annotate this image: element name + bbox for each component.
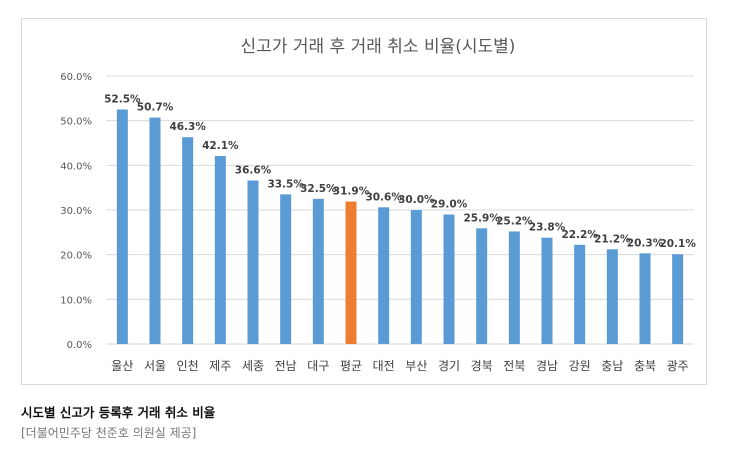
bar (116, 109, 128, 344)
y-tick-label: 10.0% (60, 295, 92, 306)
bar (280, 194, 292, 344)
y-tick-label: 0.0% (67, 340, 92, 351)
bar (312, 198, 324, 344)
x-tick-label: 부산 (405, 359, 427, 373)
y-tick-label: 30.0% (60, 206, 92, 217)
x-tick-label: 충북 (634, 359, 656, 373)
bar (476, 228, 488, 344)
y-tick-label: 60.0% (60, 72, 92, 83)
value-label: 30.6% (365, 191, 402, 203)
x-tick-label: 전남 (275, 359, 297, 373)
value-label: 30.0% (398, 194, 435, 206)
y-tick-label: 40.0% (60, 161, 92, 172)
value-label: 29.0% (431, 198, 468, 210)
bar (345, 201, 357, 344)
bar (247, 180, 259, 344)
value-label: 25.2% (496, 215, 533, 227)
bar (639, 253, 651, 344)
bar (541, 237, 553, 344)
bar (443, 214, 455, 344)
bar (182, 137, 194, 344)
bar (214, 155, 226, 344)
value-label: 46.3% (169, 121, 206, 133)
bar (672, 254, 684, 344)
bar (378, 207, 390, 344)
bar (574, 244, 586, 344)
bar (149, 117, 161, 344)
x-tick-label: 전북 (503, 359, 525, 373)
x-tick-label: 경북 (471, 359, 493, 373)
caption-title: 시도별 신고가 등록후 거래 취소 비율 (21, 405, 216, 420)
value-label: 36.6% (235, 165, 272, 177)
value-label: 22.2% (561, 229, 598, 241)
value-label: 42.1% (202, 140, 239, 152)
chart-frame: 신고가 거래 후 거래 취소 비율(시도별) 0.0% 10.0% 20.0% 30.… (21, 18, 707, 385)
value-label: 31.9% (333, 186, 370, 198)
chart-title: 신고가 거래 후 거래 취소 비율(시도별) (241, 37, 516, 57)
grid-lines (106, 75, 694, 345)
y-axis-ticks: 0.0% 10.0% 20.0% 30.0% 40.0% 50.0% 60.0% (60, 72, 92, 351)
x-tick-label: 충남 (601, 359, 623, 373)
x-axis-labels: 울산 서울 인천 제주 세종 전남 대구 평균 대전 부산 경기 경북 전북 경남 강원 충남 충북 광주 (111, 358, 688, 373)
x-tick-label: 강원 (569, 359, 591, 373)
value-label: 20.1% (659, 238, 696, 250)
bar-chart: 신고가 거래 후 거래 취소 비율(시도별) 0.0% 10.0% 20.0% 30.… (60, 37, 696, 373)
value-label: 25.9% (463, 212, 500, 224)
caption-source: [더불어민주당 천준호 의원실 제공] (21, 426, 197, 440)
bar (410, 210, 422, 344)
bars (116, 109, 684, 344)
value-label: 50.7% (137, 102, 174, 114)
value-label: 32.5% (300, 183, 337, 195)
value-labels: 52.5%50.7% 46.3% 42.1% 36.6%33.5%32.5%31.9%… (104, 94, 696, 251)
y-tick-label: 50.0% (60, 117, 92, 128)
value-label: 33.5% (267, 178, 304, 190)
value-label: 23.8% (529, 222, 566, 234)
x-tick-label: 경남 (536, 359, 558, 373)
x-tick-label: 대구 (307, 359, 329, 373)
x-tick-label: 대전 (373, 359, 395, 373)
x-tick-label: 경기 (438, 359, 460, 373)
value-label: 21.2% (594, 233, 631, 245)
x-tick-label: 울산 (111, 359, 133, 373)
x-tick-label: 광주 (667, 359, 689, 373)
bar (508, 231, 520, 344)
bar (606, 249, 618, 344)
value-label: 20.3% (627, 237, 664, 249)
value-label: 52.5% (104, 94, 141, 106)
x-tick-label: 세종 (242, 359, 264, 373)
x-tick-label: 평균 (340, 359, 362, 373)
x-tick-label: 인천 (177, 358, 199, 373)
x-tick-label: 서울 (144, 359, 166, 373)
y-tick-label: 20.0% (60, 251, 92, 262)
x-tick-label: 제주 (209, 359, 231, 373)
